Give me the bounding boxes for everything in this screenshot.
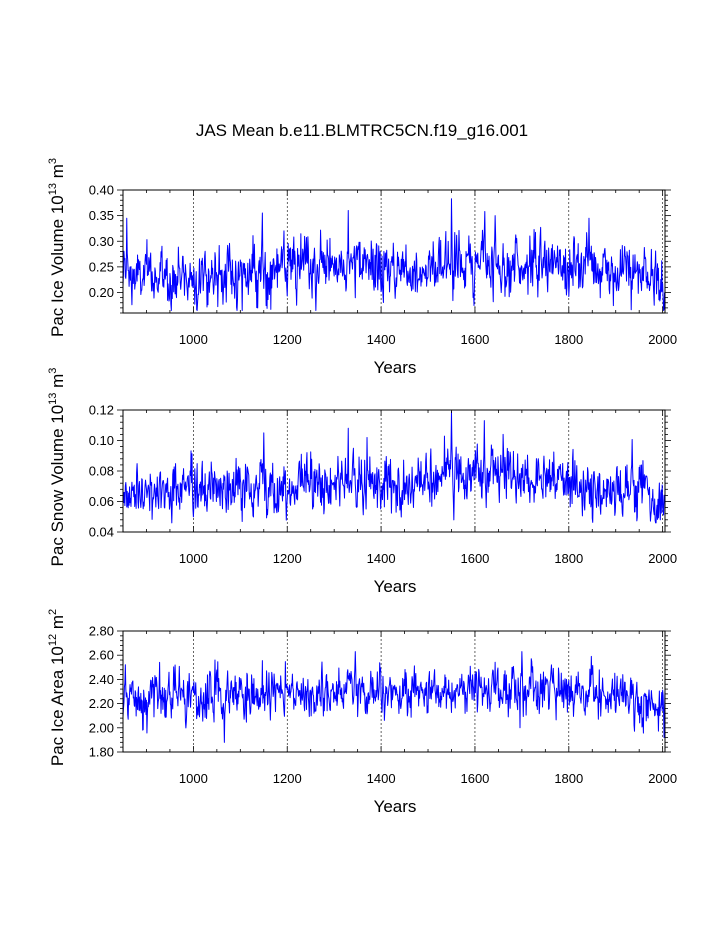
xtick-label-1000: 1000 [179, 771, 208, 786]
yaxis-label-unit-exponent: 3 [47, 368, 59, 374]
yaxis-label-text: Pac Ice Area 10 [48, 646, 67, 766]
xtick-label-1400: 1400 [367, 551, 396, 566]
xtick-label-1200: 1200 [273, 332, 302, 347]
xtick-label-1400: 1400 [367, 771, 396, 786]
xtick-label-1600: 1600 [460, 771, 489, 786]
xtick-label-1000: 1000 [179, 551, 208, 566]
series-line-snow-volume [122, 411, 666, 524]
yaxis-label-exponent: 12 [47, 634, 59, 646]
xtick-label-1000: 1000 [179, 332, 208, 347]
xtick-label-1200: 1200 [273, 771, 302, 786]
ytick-label-0-08: 0.08 [89, 464, 114, 479]
yaxis-label-exponent: 13 [47, 393, 59, 405]
yaxis-label-unit: m [48, 374, 67, 393]
yaxis-label-snow-volume: Pac Snow Volume 1013 m3 [47, 368, 67, 567]
xtick-label-2000: 2000 [648, 551, 677, 566]
xtick-label-1200: 1200 [273, 551, 302, 566]
ytick-label-0-04: 0.04 [89, 525, 114, 540]
yaxis-label-exponent: 13 [47, 183, 59, 195]
xtick-label-1800: 1800 [554, 332, 583, 347]
ytick-label-2-20: 2.20 [89, 696, 114, 711]
xtick-label-2000: 2000 [648, 771, 677, 786]
panels: 1000 1200 1400 1600 1800 2000 0.20 0.25 0.30 0.35… [47, 158, 677, 816]
ytick-label-0-35: 0.35 [89, 208, 114, 223]
ytick-label-0-40: 0.40 [89, 183, 114, 198]
xtick-label-1600: 1600 [460, 332, 489, 347]
ytick-label-2-00: 2.00 [89, 720, 114, 735]
ytick-label-2-60: 2.60 [89, 648, 114, 663]
ytick-label-1-80: 1.80 [89, 745, 114, 760]
xtick-label-1800: 1800 [554, 551, 583, 566]
series-line-ice-area [122, 651, 666, 743]
yaxis-label-unit-exponent: 2 [47, 609, 59, 615]
panel-snow-volume: 1000 1200 1400 1600 1800 2000 0.04 0.06 0.08 0.10… [47, 368, 677, 596]
yaxis-label-unit: m [48, 615, 67, 634]
ytick-label-0-06: 0.06 [89, 494, 114, 509]
chart-title: JAS Mean b.e11.BLMTRC5CN.f19_g16.001 [196, 121, 528, 140]
plot-frame-ice-area [122, 630, 666, 753]
panel-ice-area: 1000 1200 1400 1600 1800 2000 1.80 2.00 2.20 2.40… [47, 609, 677, 816]
xaxis-label-snow-volume: Years [374, 577, 417, 596]
ytick-label-0-10: 0.10 [89, 433, 114, 448]
series-line-ice-volume [122, 198, 666, 311]
ytick-label-2-40: 2.40 [89, 672, 114, 687]
xaxis-label-ice-area: Years [374, 797, 417, 816]
xaxis-label-ice-volume: Years [374, 358, 417, 377]
ytick-label-2-80: 2.80 [89, 624, 114, 639]
ytick-label-0-25: 0.25 [89, 259, 114, 274]
xtick-label-2000: 2000 [648, 332, 677, 347]
ytick-label-0-12: 0.12 [89, 403, 114, 418]
ytick-label-0-20: 0.20 [89, 285, 114, 300]
xtick-label-1600: 1600 [460, 551, 489, 566]
yaxis-label-ice-area: Pac Ice Area 1012 m2 [47, 609, 67, 766]
yaxis-label-unit-exponent: 3 [47, 158, 59, 164]
xtick-label-1800: 1800 [554, 771, 583, 786]
panel-ice-volume: 1000 1200 1400 1600 1800 2000 0.20 0.25 0.30 0.35… [47, 158, 677, 377]
yaxis-label-ice-volume: Pac Ice Volume 1013 m3 [47, 158, 67, 337]
xtick-label-1400: 1400 [367, 332, 396, 347]
yaxis-label-unit: m [48, 164, 67, 183]
ytick-label-0-30: 0.30 [89, 234, 114, 249]
yaxis-label-text: Pac Snow Volume 10 [48, 405, 67, 567]
yaxis-label-text: Pac Ice Volume 10 [48, 195, 67, 337]
